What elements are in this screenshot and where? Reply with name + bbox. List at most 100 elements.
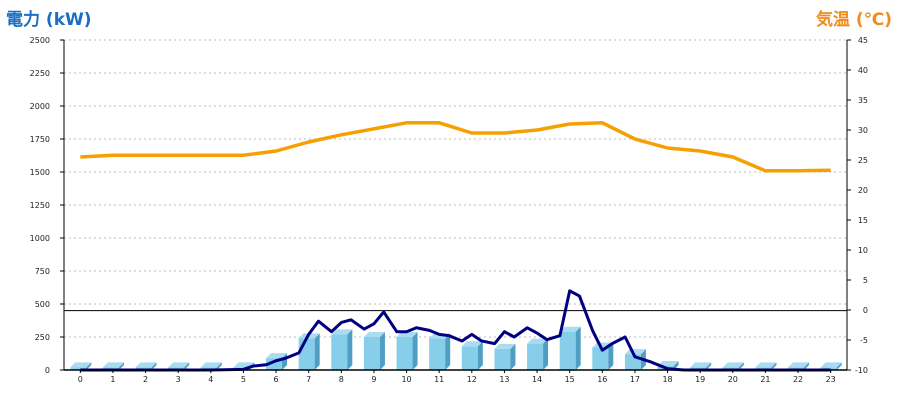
bar-front <box>527 343 544 370</box>
x-tick-label: 8 <box>339 375 344 384</box>
bar-front <box>396 337 413 370</box>
x-tick-label: 1 <box>110 375 115 384</box>
x-tick-label: 22 <box>793 375 803 384</box>
power-bar <box>396 332 418 370</box>
right-tick-label: 10 <box>858 246 868 255</box>
bar-side <box>412 332 418 370</box>
x-tick-label: 19 <box>695 375 705 384</box>
power-bar <box>429 333 451 370</box>
power-line <box>80 289 831 372</box>
bar-side <box>706 362 712 370</box>
left-tick-label: 2500 <box>30 36 50 45</box>
bar-front <box>70 367 87 370</box>
x-tick-label: 5 <box>241 375 246 384</box>
right-tick-label: -5 <box>860 336 868 345</box>
right-tick-label: 15 <box>858 216 868 225</box>
left-tick-label: 1500 <box>30 168 50 177</box>
bar-top <box>690 362 712 368</box>
bar-side <box>184 362 190 370</box>
chart-lines <box>64 121 847 372</box>
bar-side <box>804 362 810 370</box>
bar-side <box>314 333 320 370</box>
x-tick-label: 10 <box>401 375 411 384</box>
left-tick-label: 0 <box>45 366 50 375</box>
bar-front <box>461 346 478 370</box>
bar-front <box>429 338 446 370</box>
bar-side <box>510 343 516 370</box>
right-tick-label: 45 <box>858 36 868 45</box>
bar-side <box>86 362 92 370</box>
x-tick-label: 6 <box>274 375 279 384</box>
bar-top <box>200 362 222 368</box>
temperature-line <box>80 121 831 173</box>
bar-side <box>118 362 124 370</box>
left-tick-label: 1250 <box>30 201 50 210</box>
left-tick-label: 250 <box>35 333 50 342</box>
bar-side <box>543 338 549 370</box>
bar-side <box>477 341 483 370</box>
bar-top <box>461 341 483 347</box>
bar-side <box>216 362 222 370</box>
bar-top <box>363 332 385 337</box>
power-bar <box>494 343 516 370</box>
bar-front <box>494 348 511 370</box>
x-tick-label: 11 <box>434 375 444 384</box>
grid-lines <box>64 39 847 338</box>
x-tick-label: 12 <box>467 375 477 384</box>
bar-front <box>363 337 380 370</box>
bar-side <box>836 362 842 370</box>
axes: 02505007501000125015001750200022502500-1… <box>30 36 868 384</box>
right-tick-label: -10 <box>855 366 868 375</box>
bar-side <box>673 361 679 370</box>
x-tick-label: 15 <box>565 375 575 384</box>
right-tick-label: 0 <box>863 306 868 315</box>
power-bars <box>70 326 842 370</box>
bar-top <box>331 329 353 335</box>
right-tick-label: 5 <box>863 276 868 285</box>
bar-front <box>266 358 283 370</box>
right-tick-label: 30 <box>858 126 868 135</box>
x-tick-label: 7 <box>306 375 311 384</box>
bar-top <box>527 338 549 344</box>
x-tick-label: 3 <box>176 375 181 384</box>
left-tick-label: 750 <box>35 267 50 276</box>
power-bar <box>298 333 320 370</box>
power-bar <box>527 338 549 370</box>
x-tick-label: 4 <box>208 375 213 384</box>
bar-front <box>592 347 609 370</box>
left-tick-label: 500 <box>35 300 50 309</box>
power-bar <box>461 341 483 370</box>
bar-side <box>771 362 777 370</box>
bar-top <box>70 362 92 368</box>
left-tick-label: 2000 <box>30 102 50 111</box>
bar-side <box>608 342 614 370</box>
right-tick-label: 40 <box>858 66 868 75</box>
bar-top <box>135 362 157 368</box>
bar-side <box>575 326 581 370</box>
x-tick-label: 23 <box>826 375 836 384</box>
bar-side <box>151 362 157 370</box>
bar-top <box>559 326 581 332</box>
bar-front <box>331 334 348 370</box>
x-tick-label: 0 <box>78 375 83 384</box>
power-bar <box>363 332 385 370</box>
bar-top <box>168 362 190 368</box>
x-tick-label: 21 <box>760 375 770 384</box>
left-tick-label: 2250 <box>30 69 50 78</box>
right-tick-label: 35 <box>858 96 868 105</box>
x-tick-label: 17 <box>630 375 640 384</box>
bar-front <box>559 331 576 370</box>
bar-side <box>379 332 385 370</box>
power-bar <box>70 362 92 370</box>
right-axis-title: 気温 (℃) <box>815 10 892 30</box>
x-tick-label: 13 <box>499 375 509 384</box>
power-bar <box>559 326 581 370</box>
bar-side <box>347 329 353 370</box>
bar-side <box>445 333 451 370</box>
bar-top <box>396 332 418 337</box>
power-bar <box>331 329 353 370</box>
x-tick-label: 20 <box>728 375 738 384</box>
left-tick-label: 1000 <box>30 234 50 243</box>
